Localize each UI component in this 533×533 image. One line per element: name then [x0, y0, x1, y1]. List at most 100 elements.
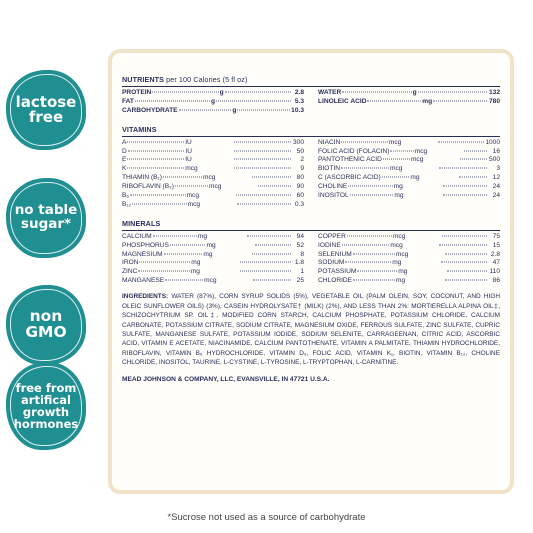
dot-leader	[382, 158, 410, 160]
nutrient-unit: mg	[410, 174, 420, 182]
nutrient-value: 1	[300, 268, 305, 276]
dot-leader	[463, 150, 488, 152]
nutrients-left-column: PROTEIN g 2.8 FAT g 5.3 CARBOHYDRATE g 10.3	[122, 89, 304, 116]
nutrient-row: NIACIN mcg 1000	[318, 139, 500, 148]
dot-leader	[130, 194, 186, 196]
dot-leader	[234, 158, 291, 160]
nutrient-name: WATER	[318, 89, 342, 96]
nutrient-value: 24	[492, 183, 500, 191]
dot-leader	[127, 158, 185, 160]
nutrients-subtitle: per 100 Calories (5 fl oz)	[166, 75, 248, 84]
dot-leader	[132, 203, 187, 205]
nutrient-name: CARBOHYDRATE	[122, 106, 178, 114]
nutrient-name: SELENIUM	[318, 250, 352, 258]
nutrient-row: FOLIC ACID (FOLACIN) mcg 16	[318, 148, 500, 157]
nutrient-unit: mg	[190, 268, 200, 276]
nutrient-unit: IU	[185, 147, 192, 155]
dot-leader	[239, 270, 292, 272]
nutrient-name: CHLORIDE	[318, 277, 353, 285]
nutrient-name: CHOLINE	[318, 183, 348, 191]
dot-leader	[253, 279, 292, 281]
dot-leader	[255, 244, 291, 246]
nutrient-row: MANGANESE mcg 25	[122, 277, 304, 286]
nutrient-row: SODIUM mg 47	[318, 259, 500, 268]
divider	[122, 135, 500, 137]
nutrient-unit: mcg	[185, 165, 198, 173]
dot-leader	[152, 91, 219, 93]
dot-leader	[257, 185, 291, 187]
nutrient-unit: g	[210, 97, 215, 105]
nutrient-row: MAGNESIUM mg 8	[122, 251, 304, 260]
dot-leader	[127, 167, 185, 169]
nutrient-value: 15	[492, 241, 500, 249]
nutrient-name: MANGANESE	[122, 277, 165, 285]
nutrient-row: IRON mg 1.8	[122, 259, 304, 268]
nutrient-unit: g	[232, 106, 237, 114]
nutrient-unit: mg	[206, 241, 216, 249]
nutrient-value: 86	[492, 277, 501, 285]
dot-leader	[447, 270, 488, 272]
dot-leader	[459, 158, 487, 160]
nutrient-unit: mcg	[414, 147, 428, 155]
nutrient-value: 90	[296, 183, 304, 191]
nutrient-name: THIAMIN (B₁)	[122, 174, 162, 182]
dot-leader	[353, 279, 396, 281]
nutrient-row: THIAMIN (B₁) mcg 80	[122, 174, 304, 183]
dot-leader	[439, 167, 488, 169]
dot-leader	[443, 194, 488, 196]
non-gmo-badge: non GMO	[6, 285, 86, 365]
nutrient-row: CHOLINE mg 24	[318, 183, 500, 192]
nutrient-row: WATER g 132	[318, 89, 500, 98]
nutrient-row: PHOSPHORUS mg 52	[122, 242, 304, 251]
dot-leader	[152, 235, 197, 237]
nutrient-unit: mcg	[208, 183, 222, 191]
dot-leader	[437, 141, 485, 143]
dot-leader	[439, 244, 487, 246]
nutrients-right-column: WATER g 132 LINOLEIC ACID mg 780	[318, 89, 500, 116]
vitamins-right-column: NIACIN mcg 1000 FOLIC ACID (FOLACIN) mcg 16 PA…	[318, 139, 500, 210]
nutrient-row: E IU 2	[122, 156, 304, 165]
dot-leader	[346, 235, 392, 237]
dot-leader	[235, 194, 291, 196]
nutrient-name: CALCIUM	[122, 232, 152, 240]
nutrition-content: NUTRIENTS per 100 Calories (5 fl oz) PRO…	[122, 75, 500, 383]
nutrient-value: 10.3	[291, 106, 304, 114]
nutrient-unit: IU	[185, 156, 192, 164]
nutrient-unit: mcg	[390, 165, 403, 173]
dot-leader	[234, 150, 292, 152]
nutrient-unit: mg	[197, 232, 208, 240]
dot-leader	[417, 91, 488, 93]
nutrient-unit: mcg	[186, 192, 199, 200]
dot-leader	[367, 100, 422, 102]
dot-leader	[234, 141, 291, 143]
nutrient-row: ZINC mg 1	[122, 268, 304, 277]
nutrients-title: NUTRIENTS	[122, 75, 165, 84]
nutrient-value: 2	[300, 156, 304, 164]
badge-label: no table sugar*	[14, 202, 78, 232]
dot-leader	[165, 279, 204, 281]
dot-leader	[251, 176, 292, 178]
badge-label: free from artifical growth hormones	[13, 380, 79, 432]
nutrient-row: D IU 50	[122, 148, 304, 157]
dot-leader	[445, 279, 488, 281]
dot-leader	[352, 253, 395, 255]
nutrient-unit: mcg	[390, 241, 403, 249]
dot-leader	[174, 185, 208, 187]
nutrient-value: 94	[296, 232, 304, 240]
nutrient-unit: g	[412, 89, 417, 96]
nutrient-value: 60	[296, 192, 304, 200]
vitamins-heading: VITAMINS	[122, 124, 157, 134]
dot-leader	[169, 244, 206, 246]
dot-leader	[444, 253, 487, 255]
dot-leader	[224, 91, 291, 93]
nutrient-row: RIBOFLAVIN (B₂) mcg 90	[122, 183, 304, 192]
nutrient-value: 1000	[485, 138, 500, 146]
nutrition-panel: NUTRIENTS per 100 Calories (5 fl oz) PRO…	[108, 49, 514, 494]
dot-leader	[349, 194, 394, 196]
nutrient-name: A	[122, 138, 127, 146]
dot-leader	[246, 235, 291, 237]
nutrient-value: 8	[300, 250, 305, 258]
nutrient-name: SODIUM	[318, 259, 345, 267]
nutrient-value: 500	[488, 156, 500, 164]
